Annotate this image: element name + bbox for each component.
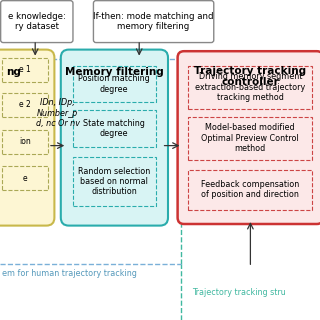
Text: State matching
degree: State matching degree (83, 119, 145, 139)
Text: em for human trajectory tracking: em for human trajectory tracking (2, 269, 136, 278)
Text: Feedback compensation
of position and direction: Feedback compensation of position and di… (201, 180, 300, 199)
Text: Memory filtering: Memory filtering (65, 67, 164, 77)
Bar (73, 110, 156, 147)
Bar (2, 166, 48, 190)
Bar (2, 93, 48, 117)
Bar (73, 66, 156, 102)
Text: e knowledge:
ry dataset: e knowledge: ry dataset (8, 12, 66, 31)
Text: Trajectory tracking stru: Trajectory tracking stru (192, 288, 286, 297)
Text: If-then: mode matching and
memory filtering: If-then: mode matching and memory filter… (93, 12, 214, 31)
Bar (188, 117, 312, 160)
Bar (2, 58, 48, 82)
Text: e 1: e 1 (19, 65, 31, 74)
Text: IDn, IDp,
Number_p
d, nc Or nv: IDn, IDp, Number_p d, nc Or nv (36, 98, 80, 128)
Text: Model-based modified
Optimal Preview Control
method: Model-based modified Optimal Preview Con… (201, 124, 299, 153)
Text: ng: ng (6, 67, 21, 77)
Bar (188, 66, 312, 109)
FancyBboxPatch shape (93, 1, 214, 43)
FancyBboxPatch shape (0, 50, 54, 226)
Text: Trajectory tracking
controller: Trajectory tracking controller (194, 66, 307, 87)
Text: e 2: e 2 (19, 100, 31, 109)
FancyBboxPatch shape (178, 51, 320, 224)
FancyBboxPatch shape (1, 1, 73, 43)
Bar (73, 157, 156, 206)
Text: Random selection
based on normal
distribution: Random selection based on normal distrib… (78, 167, 150, 196)
Text: Position matching
degree: Position matching degree (78, 74, 150, 94)
Bar (188, 170, 312, 210)
FancyBboxPatch shape (61, 50, 168, 226)
Text: Driving memory segment
extraction-based trajectory
tracking method: Driving memory segment extraction-based … (195, 72, 305, 102)
Text: ion: ion (19, 137, 31, 146)
Bar (2, 130, 48, 154)
Text: e: e (22, 174, 27, 183)
